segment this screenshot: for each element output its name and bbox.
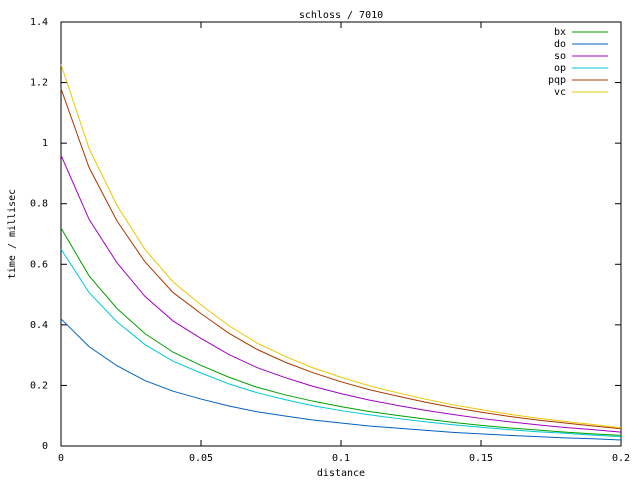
legend-label: bx (554, 27, 566, 38)
x-tick-label: 0.15 (469, 453, 493, 464)
series-line (60, 155, 622, 433)
y-tick-label: 1.2 (30, 78, 48, 89)
x-tick-label: 0.2 (612, 453, 630, 464)
y-axis-label: time / millisec (7, 189, 18, 279)
chart-title: schloss / 7010 (299, 10, 383, 21)
y-tick-label: 0.4 (30, 320, 48, 331)
legend-label: do (554, 39, 566, 50)
y-tick-label: 1 (42, 138, 48, 149)
legend-label: op (554, 63, 566, 74)
y-tick-label: 1.4 (30, 17, 48, 28)
series-line (60, 227, 622, 436)
x-tick-label: 0.05 (189, 453, 213, 464)
series-line (60, 318, 622, 441)
series-line (60, 248, 622, 438)
y-tick-label: 0.2 (30, 380, 48, 391)
series-line (60, 64, 622, 429)
y-tick-label: 0.6 (30, 259, 48, 270)
legend-label: vc (554, 87, 566, 98)
x-tick-label: 0.1 (332, 453, 350, 464)
y-tick-label: 0.8 (30, 199, 48, 210)
x-axis-label: distance (317, 468, 365, 479)
legend-label: so (554, 51, 566, 62)
x-tick-label: 0 (58, 453, 64, 464)
series-line (60, 88, 622, 430)
legend-label: pqp (548, 75, 566, 86)
y-tick-label: 0 (42, 441, 48, 452)
